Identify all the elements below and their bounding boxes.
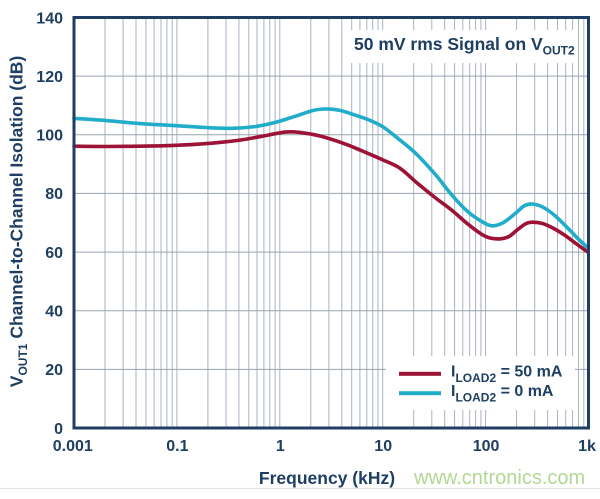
svg-text:40: 40 <box>45 304 63 321</box>
svg-text:100: 100 <box>36 128 63 145</box>
svg-text:10: 10 <box>374 438 392 455</box>
svg-text:www.cntronics.com: www.cntronics.com <box>413 467 585 489</box>
svg-text:80: 80 <box>45 186 63 203</box>
svg-text:0: 0 <box>54 421 63 438</box>
svg-text:1k: 1k <box>578 438 596 455</box>
svg-text:20: 20 <box>45 362 63 379</box>
svg-text:1: 1 <box>276 438 285 455</box>
svg-text:0.001: 0.001 <box>53 438 93 455</box>
svg-text:VOUT1 Channel-to-Channel Isola: VOUT1 Channel-to-Channel Isolation (dB) <box>7 56 31 387</box>
svg-text:100: 100 <box>473 438 500 455</box>
svg-text:140: 140 <box>36 10 63 27</box>
svg-text:0.1: 0.1 <box>166 438 188 455</box>
svg-text:120: 120 <box>36 69 63 86</box>
svg-text:50 mV rms Signal on VOUT2: 50 mV rms Signal on VOUT2 <box>354 34 575 58</box>
svg-text:60: 60 <box>45 245 63 262</box>
svg-text:Frequency (kHz): Frequency (kHz) <box>259 468 395 488</box>
